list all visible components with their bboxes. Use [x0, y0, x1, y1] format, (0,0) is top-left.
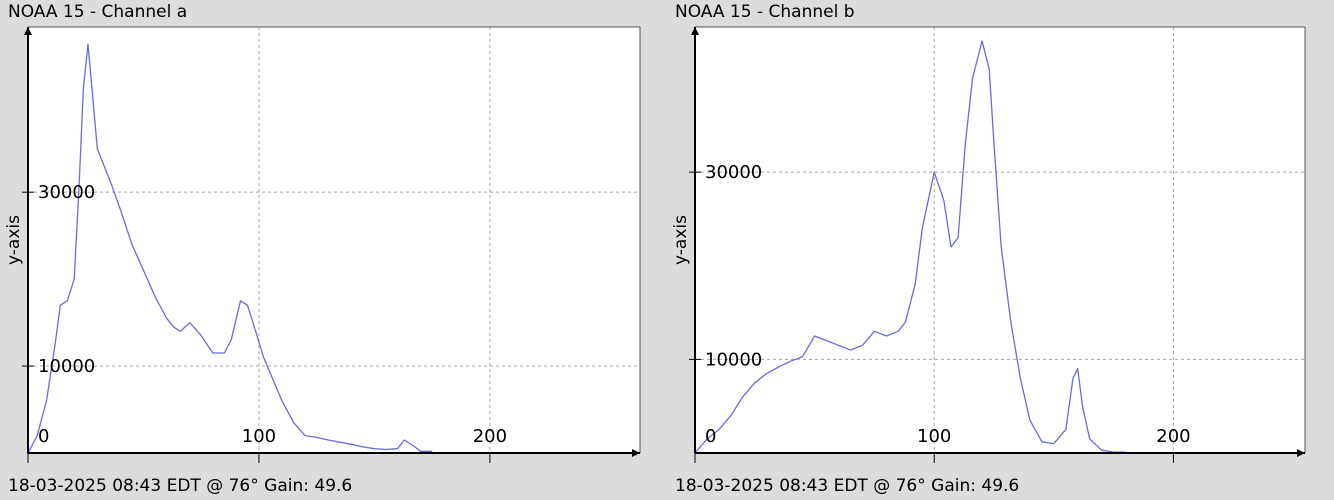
plot-area	[28, 27, 640, 453]
chart-b: 0 100 200 10000 30000 y-axis	[671, 26, 1306, 463]
x-tick-label: 200	[1156, 426, 1190, 447]
chart-title: NOAA 15 - Channel a	[8, 2, 188, 22]
y-axis-title: y-axis	[671, 215, 691, 265]
y-tick-label: 10000	[38, 356, 95, 377]
plot-area	[695, 27, 1305, 453]
series-line	[694, 40, 1126, 454]
x-tick-label: 0	[705, 426, 716, 447]
chart-panel-a: 0 100 200 10000 30000 y-axis NOAA 15 - Channe…	[4, 2, 641, 496]
x-tick-label: 100	[917, 426, 951, 447]
y-axis-arrow-icon	[24, 27, 32, 35]
y-tick-label: 30000	[705, 162, 762, 183]
chart-footer-status: 18-03-2025 08:43 EDT @ 76° Gain: 49.6	[8, 476, 353, 496]
chart-panel-b: 0 100 200 10000 30000 y-axis NOAA 15 - Channe…	[667, 0, 1334, 500]
chart-a: 0 100 200 10000 30000 y-axis	[4, 26, 641, 463]
y-axis-title: y-axis	[4, 215, 24, 265]
chart-title: NOAA 15 - Channel b	[675, 2, 855, 22]
x-axis-arrow-icon	[632, 449, 640, 457]
x-axis-arrow-icon	[1297, 449, 1305, 457]
y-tick-label: 30000	[38, 182, 95, 203]
x-tick-label: 0	[38, 426, 49, 447]
chart-footer-status: 18-03-2025 08:43 EDT @ 76° Gain: 49.6	[675, 476, 1020, 496]
series-line	[27, 43, 433, 454]
y-axis-arrow-icon	[691, 27, 699, 35]
y-tick-label: 10000	[705, 349, 762, 370]
x-tick-label: 200	[473, 426, 507, 447]
x-tick-label: 100	[242, 426, 276, 447]
